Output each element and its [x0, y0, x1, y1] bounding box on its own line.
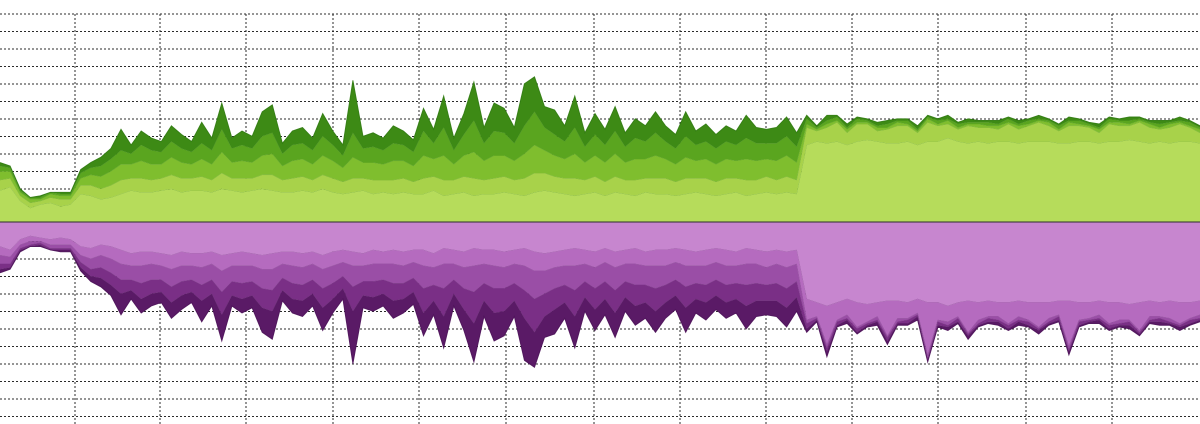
lower-band-2	[0, 236, 1200, 355]
lower-band-1	[0, 222, 1200, 306]
upper-band-5	[0, 76, 1200, 198]
upper-band-5-edge	[0, 76, 1200, 198]
upper-band-1	[0, 138, 1200, 222]
upper-series-group	[0, 76, 1200, 222]
lower-band-4	[0, 243, 1200, 361]
lower-band-5	[0, 244, 1200, 368]
upper-band-2	[0, 122, 1200, 208]
upper-band-4	[0, 111, 1200, 200]
lower-band-3	[0, 241, 1200, 359]
lower-series-group	[0, 222, 1200, 369]
lower-band-5-edge	[0, 246, 1200, 369]
upper-band-3	[0, 118, 1200, 203]
